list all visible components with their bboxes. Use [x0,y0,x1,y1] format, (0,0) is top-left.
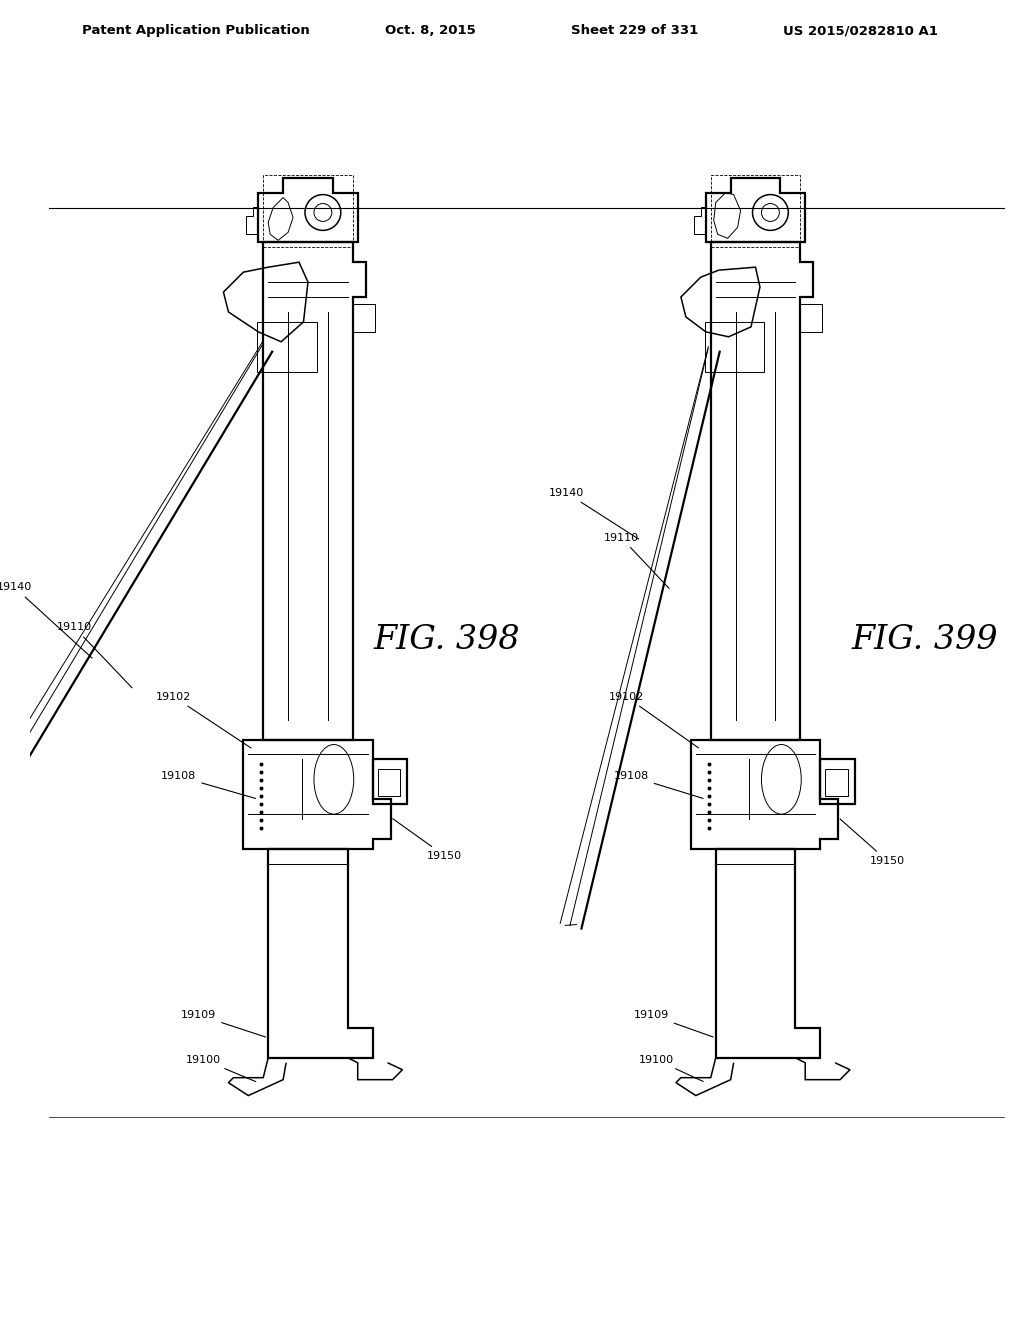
Text: 19100: 19100 [639,1055,703,1081]
Text: 19102: 19102 [608,692,698,748]
Text: 19140: 19140 [549,488,639,539]
Text: 19140: 19140 [0,582,92,659]
Text: 19110: 19110 [604,533,669,589]
Text: FIG. 398: FIG. 398 [374,624,520,656]
Text: Patent Application Publication: Patent Application Publication [82,24,309,37]
Text: Oct. 8, 2015: Oct. 8, 2015 [385,24,475,37]
Text: 19100: 19100 [186,1055,256,1081]
Text: FIG. 399: FIG. 399 [851,624,997,656]
Text: Sheet 229 of 331: Sheet 229 of 331 [571,24,698,37]
Text: 19102: 19102 [156,692,251,748]
Text: 19110: 19110 [56,622,132,688]
Text: 19150: 19150 [840,818,905,866]
Text: 19108: 19108 [161,771,256,799]
Text: US 2015/0282810 A1: US 2015/0282810 A1 [782,24,938,37]
Text: 19150: 19150 [393,818,463,861]
Text: 19109: 19109 [634,1010,713,1038]
Text: 19108: 19108 [613,771,703,799]
Text: 19109: 19109 [181,1010,265,1038]
